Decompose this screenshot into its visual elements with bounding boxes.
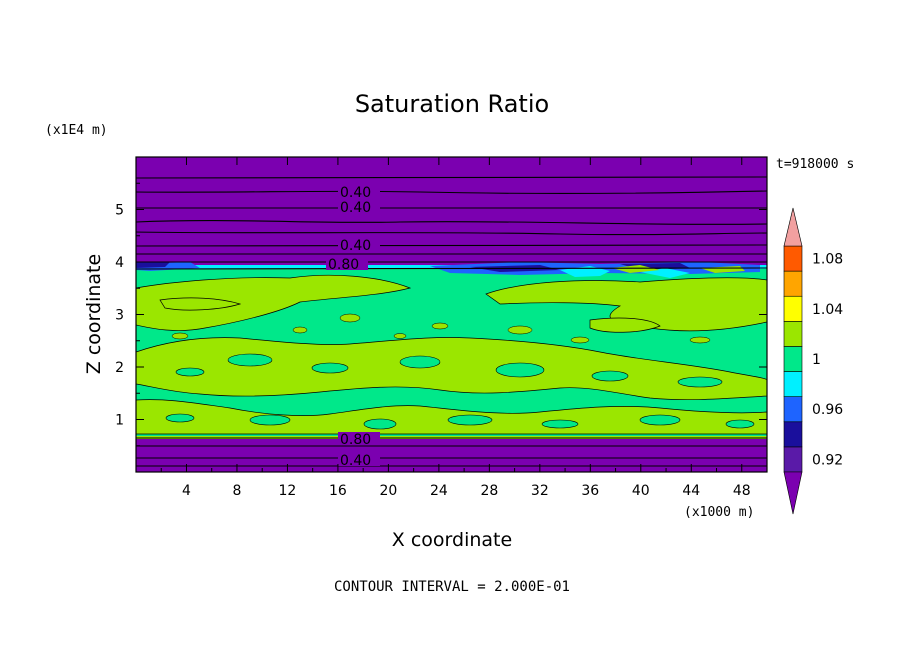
contour-label: 0.80 (328, 257, 359, 273)
contour-label: 0.40 (340, 453, 371, 469)
colorbar-label: 1.04 (812, 302, 843, 318)
colorbar-swatch (783, 421, 803, 448)
x-tick-label: 36 (581, 483, 599, 499)
contour-label: 0.80 (340, 432, 371, 448)
x-tick-label: 20 (379, 483, 397, 499)
contour-label: 0.40 (340, 200, 371, 216)
colorbar-over-triangle (783, 207, 803, 247)
x-tick-label: 12 (279, 483, 297, 499)
contour-label: 0.40 (340, 238, 371, 254)
upper-darkblue-patch (136, 262, 690, 272)
y-tick-label: 5 (115, 203, 124, 219)
y-tick-label: 4 (115, 255, 124, 271)
colorbar-swatch (783, 270, 803, 297)
x-tick-label: 28 (480, 483, 498, 499)
x-tick-label: 32 (531, 483, 549, 499)
x-axis-ticks: 4 8 12 16 20 24 28 32 36 40 44 48 (160, 157, 751, 499)
supersaturation-patches (136, 274, 767, 435)
colorbar-swatch (783, 371, 803, 397)
colorbar-swatch (783, 245, 803, 272)
x-tick-label: 48 (733, 483, 751, 499)
x-axis-label: X coordinate (392, 529, 512, 551)
colorbar-label: 0.96 (812, 402, 843, 418)
y-tick-label: 3 (115, 308, 124, 324)
y-unit-label: (x1E4 m) (45, 123, 108, 138)
time-label: t=918000 s (776, 157, 854, 172)
colorbar-swatch (783, 446, 803, 473)
x-tick-label: 4 (182, 483, 191, 499)
contour-labels: 0.40 0.40 0.40 0.80 0.80 0.40 (326, 185, 380, 469)
x-tick-label: 16 (329, 483, 347, 499)
y-tick-label: 1 (115, 413, 124, 429)
x-tick-label: 44 (682, 483, 700, 499)
x-tick-label: 24 (430, 483, 448, 499)
interior-patches (165, 353, 755, 430)
x-unit-label: (x1000 m) (684, 505, 754, 520)
colorbar-label: 1 (812, 352, 821, 368)
small-patches (171, 313, 711, 344)
upper-contour-lines (136, 176, 767, 270)
plot-area: 0.40 0.40 0.40 0.80 0.80 0.40 (136, 157, 767, 472)
x-tick-label: 40 (632, 483, 650, 499)
colorbar-swatch (783, 295, 803, 322)
contour-label: 0.40 (340, 185, 371, 201)
colorbar-label: 1.08 (812, 252, 843, 268)
lower-contour-lines (136, 437, 767, 467)
colorbar-under-triangle (783, 471, 803, 515)
colorbar-swatch (783, 396, 803, 423)
x-tick-label: 8 (232, 483, 241, 499)
colorbar-swatch (783, 346, 803, 372)
contour-interval-footer: CONTOUR INTERVAL = 2.000E-01 (334, 579, 570, 595)
colorbar-label: 0.92 (812, 452, 843, 468)
colorbar: 0.92 0.96 1 1.04 1.08 (783, 207, 843, 515)
colorbar-swatch (783, 321, 803, 347)
upper-cyan-patch (560, 266, 690, 278)
y-tick-label: 2 (115, 360, 124, 376)
y-axis-ticks: 1 2 3 4 5 (115, 182, 767, 447)
chart-title: Saturation Ratio (355, 90, 549, 118)
upper-green-patch (612, 265, 745, 273)
y-axis-label: Z coordinate (83, 254, 105, 374)
